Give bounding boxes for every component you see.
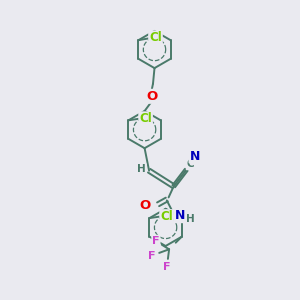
Text: N: N bbox=[175, 209, 185, 222]
Text: Cl: Cl bbox=[139, 112, 152, 125]
Text: F: F bbox=[148, 251, 156, 261]
Text: C: C bbox=[187, 159, 194, 170]
Text: H: H bbox=[137, 164, 146, 174]
Text: F: F bbox=[163, 262, 170, 272]
Text: O: O bbox=[139, 199, 151, 212]
Text: Cl: Cl bbox=[149, 31, 162, 44]
Text: N: N bbox=[190, 149, 200, 163]
Text: Cl: Cl bbox=[160, 210, 173, 223]
Text: O: O bbox=[146, 90, 157, 103]
Text: H: H bbox=[186, 214, 195, 224]
Text: F: F bbox=[152, 236, 160, 246]
